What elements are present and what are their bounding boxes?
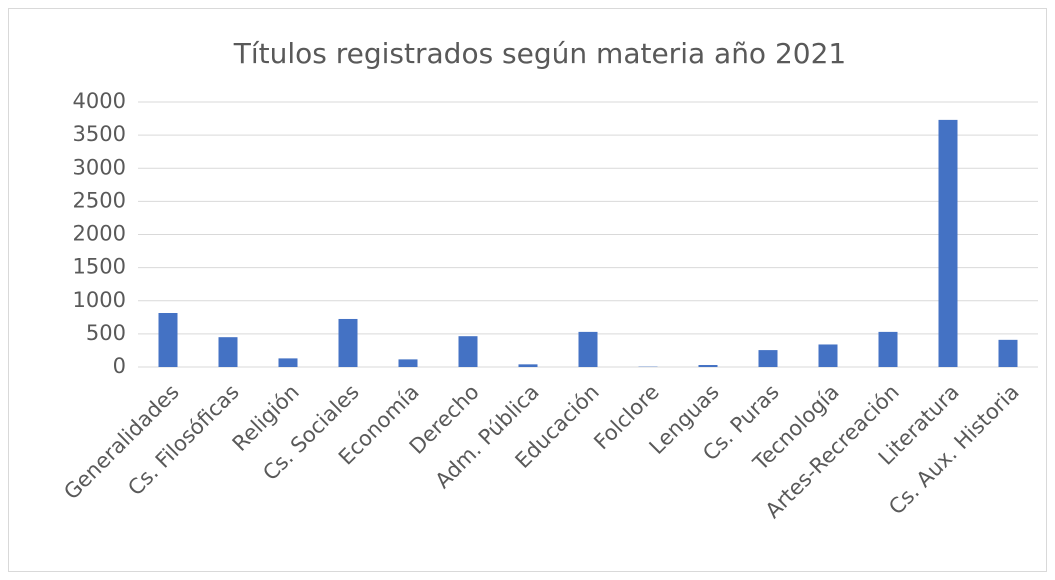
y-tick-label: 1500 <box>73 255 126 279</box>
bar <box>758 350 778 367</box>
y-tick-label: 0 <box>113 354 126 378</box>
bar <box>998 339 1018 367</box>
bar <box>818 344 838 367</box>
chart-border <box>8 8 1047 572</box>
y-tick-label: 4000 <box>73 89 126 113</box>
bar <box>158 313 178 367</box>
bar <box>578 331 598 367</box>
y-tick-label: 2000 <box>73 222 126 246</box>
y-tick-label: 500 <box>86 321 126 345</box>
bar <box>458 336 478 367</box>
y-tick-label: 1000 <box>73 288 126 312</box>
bar <box>698 365 718 367</box>
y-tick-label: 3500 <box>73 122 126 146</box>
bar <box>398 359 418 367</box>
y-tick-label: 3000 <box>73 155 126 179</box>
bar <box>878 331 898 367</box>
bar <box>938 119 958 367</box>
chart-title: Títulos registrados según materia año 20… <box>233 37 846 70</box>
y-tick-label: 2500 <box>73 188 126 212</box>
bar <box>518 364 538 367</box>
bar <box>338 318 358 367</box>
bar <box>278 358 298 367</box>
bar <box>218 337 238 367</box>
